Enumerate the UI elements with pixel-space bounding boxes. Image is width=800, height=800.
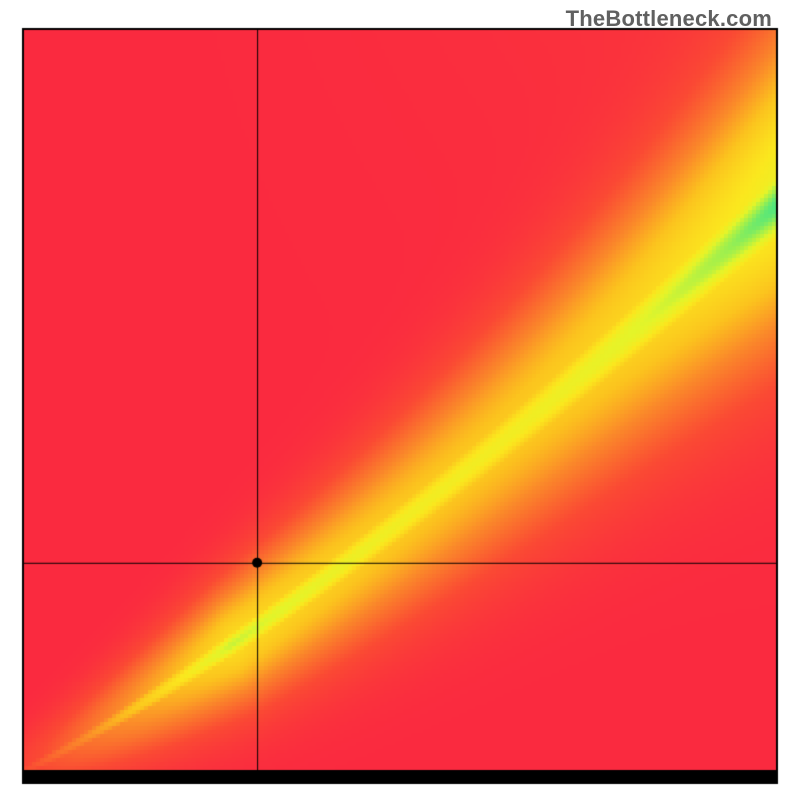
heatmap-container: TheBottleneck.com <box>0 0 800 800</box>
heatmap-canvas <box>0 0 800 800</box>
watermark-text: TheBottleneck.com <box>566 6 772 32</box>
